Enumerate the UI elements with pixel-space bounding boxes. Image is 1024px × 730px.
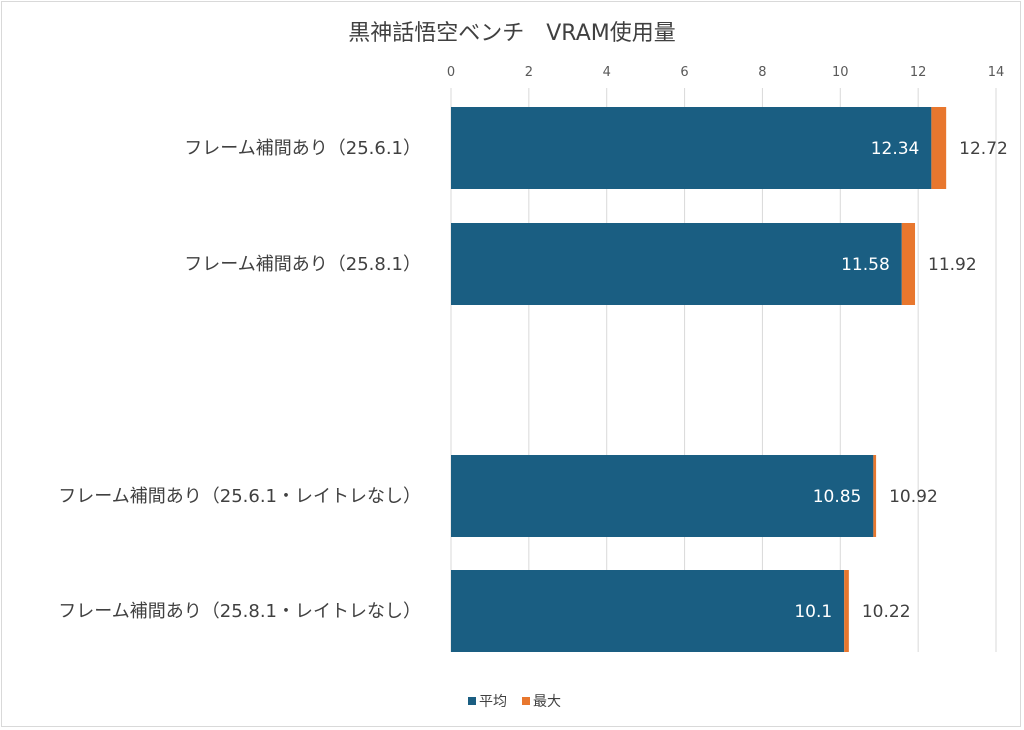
legend-swatch	[468, 697, 476, 705]
bars	[451, 107, 947, 652]
bar-average	[451, 107, 932, 189]
category-labels: フレーム補間あり（25.6.1） フレーム補間あり（25.8.1） フレーム補間あり…	[58, 138, 421, 622]
data-label-max: 12.72	[959, 139, 1008, 159]
x-tick-label: 14	[988, 65, 1005, 80]
bar-average	[451, 570, 845, 652]
x-tick-label: 10	[832, 65, 849, 80]
data-label-average: 12.34	[871, 139, 920, 159]
category-label: フレーム補間あり（25.8.1・レイトレなし）	[58, 601, 421, 622]
data-label-average: 10.1	[794, 602, 832, 622]
legend-label: 平均	[479, 694, 507, 710]
bar-max	[901, 223, 916, 305]
bar-average	[451, 223, 902, 305]
x-tick-label: 8	[758, 65, 766, 80]
bar-max	[931, 107, 947, 189]
x-tick-label: 12	[910, 65, 927, 80]
data-labels: 12.34 12.72 11.58 11.92 10.85 10.92 10.1 10.22	[794, 139, 1008, 622]
x-axis-ticks: 0 2 4 6 8 10 12 14	[447, 65, 1004, 80]
legend: 平均 最大	[468, 694, 561, 710]
bar-average	[451, 455, 874, 537]
chart-title: 黒神話悟空ベンチ VRAM使用量	[348, 21, 675, 46]
legend-label: 最大	[533, 694, 561, 710]
data-label-average: 10.85	[813, 487, 862, 507]
x-tick-label: 4	[603, 65, 611, 80]
bar-max	[844, 570, 849, 652]
bar-max	[873, 455, 877, 537]
category-label: フレーム補間あり（25.6.1）	[184, 138, 421, 159]
data-label-average: 11.58	[841, 255, 890, 275]
data-label-max: 11.92	[928, 255, 977, 275]
x-tick-label: 0	[447, 65, 455, 80]
category-label: フレーム補間あり（25.6.1・レイトレなし）	[58, 486, 421, 507]
legend-swatch	[522, 697, 530, 705]
x-tick-label: 6	[680, 65, 688, 80]
data-label-max: 10.22	[862, 602, 911, 622]
x-tick-label: 2	[525, 65, 533, 80]
category-label: フレーム補間あり（25.8.1）	[184, 254, 421, 275]
data-label-max: 10.92	[889, 487, 938, 507]
